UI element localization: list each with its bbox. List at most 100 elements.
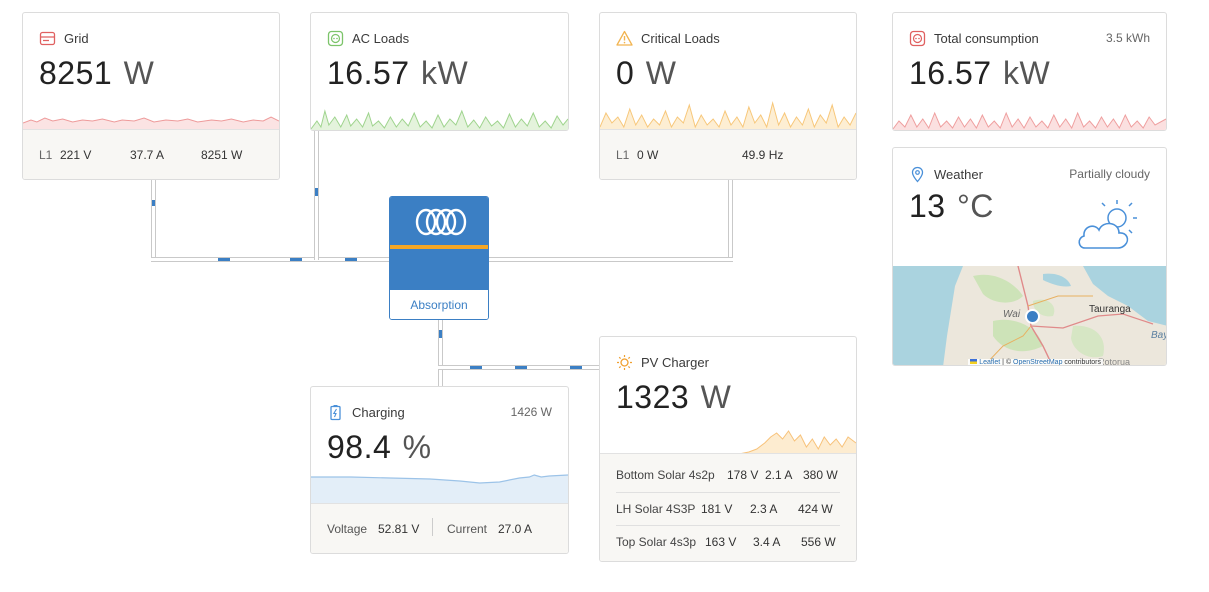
flow-dot bbox=[345, 258, 357, 261]
ac-loads-title: AC Loads bbox=[352, 31, 410, 46]
battery-card[interactable]: Charging 1426 W 98.4 % Voltage 52.81 V C… bbox=[310, 386, 569, 554]
grid-phase: L1 bbox=[39, 148, 53, 162]
battery-power: 1426 W bbox=[510, 405, 552, 419]
total-consumption-card[interactable]: Total consumption 3.5 kWh 16.57 kW bbox=[892, 12, 1167, 131]
battery-header: Charging bbox=[327, 404, 405, 421]
flow-dot bbox=[290, 258, 302, 261]
inverter-logo-area bbox=[390, 197, 488, 247]
flow-dot bbox=[515, 366, 527, 369]
battery-current: 27.0 A bbox=[498, 522, 533, 536]
critical-loads-frequency: 49.9 Hz bbox=[742, 148, 784, 162]
pv-charger-card[interactable]: PV Charger 1323 W Bottom Solar 4s2p 178 … bbox=[599, 336, 857, 562]
pv-row-current: 2.1 A bbox=[765, 468, 793, 482]
map-label-right: Tauranga bbox=[1089, 304, 1131, 315]
battery-soc-value: 98.4 % bbox=[327, 429, 432, 465]
wire-grid-down bbox=[151, 179, 156, 262]
pv-row-name: Bottom Solar 4s2p bbox=[616, 468, 715, 482]
pv-row-name: Top Solar 4s3p bbox=[616, 535, 697, 549]
total-consumption-sparkline bbox=[893, 111, 1166, 130]
critical-loads-header: Critical Loads bbox=[616, 30, 720, 47]
pv-row-current: 3.4 A bbox=[753, 535, 781, 549]
leaflet-link[interactable]: Leaflet bbox=[979, 359, 1001, 366]
pv-charger-value: 1323 W bbox=[616, 379, 732, 415]
grid-card[interactable]: Grid 8251 W L1 221 V 37.7 A 8251 W bbox=[22, 12, 280, 180]
grid-header: Grid bbox=[39, 30, 89, 47]
pv-row-divider bbox=[616, 525, 840, 526]
pv-row-voltage: 181 V bbox=[701, 502, 733, 516]
weather-condition: Partially cloudy bbox=[1069, 167, 1150, 181]
total-consumption-value: 16.57 kW bbox=[909, 55, 1051, 91]
battery-title: Charging bbox=[352, 405, 405, 420]
pv-charger-footer: Bottom Solar 4s2p 178 V 2.1 A 380 W LH S… bbox=[600, 453, 856, 561]
location-pin-icon bbox=[909, 166, 926, 183]
pv-row-voltage: 163 V bbox=[705, 535, 737, 549]
battery-voltage-label: Voltage bbox=[327, 522, 368, 536]
ukraine-flag-icon bbox=[970, 359, 978, 364]
battery-footer: Voltage 52.81 V Current 27.0 A bbox=[311, 503, 568, 553]
inverter-state: Absorption bbox=[390, 290, 488, 319]
battery-voltage: 52.81 V bbox=[378, 522, 420, 536]
flow-dot bbox=[152, 200, 155, 206]
flow-dot bbox=[470, 366, 482, 369]
total-consumption-header: Total consumption bbox=[909, 30, 1039, 47]
grid-footer: L1 221 V 37.7 A 8251 W bbox=[23, 129, 279, 179]
wire-inverter-to-battery bbox=[438, 319, 443, 387]
map-tiles bbox=[893, 266, 1166, 365]
weather-temperature: 13 °C bbox=[909, 188, 994, 224]
map-location-marker[interactable] bbox=[1025, 309, 1040, 324]
partly-cloudy-icon bbox=[1078, 200, 1137, 249]
grid-current: 37.7 A bbox=[130, 148, 165, 162]
pv-row[interactable]: Top Solar 4s3p 163 V 3.4 A 556 W bbox=[616, 525, 840, 558]
pv-charger-title: PV Charger bbox=[641, 355, 709, 370]
critical-loads-card[interactable]: Critical Loads 0 W L1 0 W 49.9 Hz bbox=[599, 12, 857, 180]
footer-divider bbox=[432, 518, 433, 536]
pv-row-divider bbox=[616, 492, 840, 493]
grid-power: 8251 W bbox=[201, 148, 243, 162]
wire-critical-down bbox=[728, 179, 733, 262]
grid-sparkline bbox=[23, 116, 279, 131]
pv-row[interactable]: Bottom Solar 4s2p 178 V 2.1 A 380 W bbox=[616, 458, 840, 491]
map-label-left: Wai bbox=[1003, 309, 1021, 320]
critical-loads-sparkline bbox=[600, 101, 856, 131]
flow-dot bbox=[439, 330, 442, 338]
flow-dot bbox=[315, 188, 318, 196]
ac-loads-sparkline bbox=[311, 109, 568, 130]
grid-icon bbox=[39, 30, 56, 47]
sun-icon bbox=[616, 354, 633, 371]
weather-header: Weather bbox=[909, 166, 983, 183]
pv-row-power: 380 W bbox=[803, 468, 838, 482]
grid-power-value: 8251 W bbox=[39, 55, 155, 91]
pv-row-current: 2.3 A bbox=[750, 502, 778, 516]
grid-voltage: 221 V bbox=[60, 148, 92, 162]
battery-current-label: Current bbox=[447, 522, 488, 536]
pv-row[interactable]: LH Solar 4S3P 181 V 2.3 A 424 W bbox=[616, 492, 840, 525]
pv-row-name: LH Solar 4S3P bbox=[616, 502, 696, 516]
inverter-body bbox=[390, 249, 488, 290]
wire-grid-to-inverter bbox=[151, 257, 391, 262]
critical-loads-footer: L1 0 W 49.9 Hz bbox=[600, 129, 856, 179]
critical-loads-title: Critical Loads bbox=[641, 31, 720, 46]
critical-loads-phase: L1 bbox=[616, 148, 630, 162]
weather-title: Weather bbox=[934, 167, 983, 182]
flow-dot bbox=[218, 258, 230, 261]
battery-charging-icon bbox=[327, 404, 344, 421]
total-consumption-title: Total consumption bbox=[934, 31, 1039, 46]
pv-row-power: 424 W bbox=[798, 502, 833, 516]
map-label-bottom: Rotorua bbox=[1098, 357, 1131, 366]
critical-loads-power: 0 W bbox=[637, 148, 659, 162]
grid-title: Grid bbox=[64, 31, 89, 46]
inverter-orange-band bbox=[390, 245, 488, 249]
wire-inverter-to-critical bbox=[488, 257, 733, 262]
map-attribution: Leaflet | © OpenStreetMap contributors bbox=[968, 359, 1103, 366]
battery-sparkline bbox=[311, 474, 568, 505]
critical-loads-value: 0 W bbox=[616, 55, 677, 91]
inverter-card[interactable]: Absorption bbox=[389, 196, 489, 320]
weather-map[interactable]: Wai Tauranga Bay Rotorua Leaflet | © Ope… bbox=[893, 266, 1166, 366]
pv-charger-sparkline bbox=[600, 430, 856, 455]
pv-row-power: 556 W bbox=[801, 535, 836, 549]
socket-icon bbox=[909, 30, 926, 47]
weather-card[interactable]: Weather Partially cloudy 13 °C Wai Taura… bbox=[892, 147, 1167, 366]
openstreetmap-link[interactable]: OpenStreetMap bbox=[1013, 359, 1063, 366]
pv-charger-header: PV Charger bbox=[616, 354, 709, 371]
ac-loads-card[interactable]: AC Loads 16.57 kW bbox=[310, 12, 569, 131]
